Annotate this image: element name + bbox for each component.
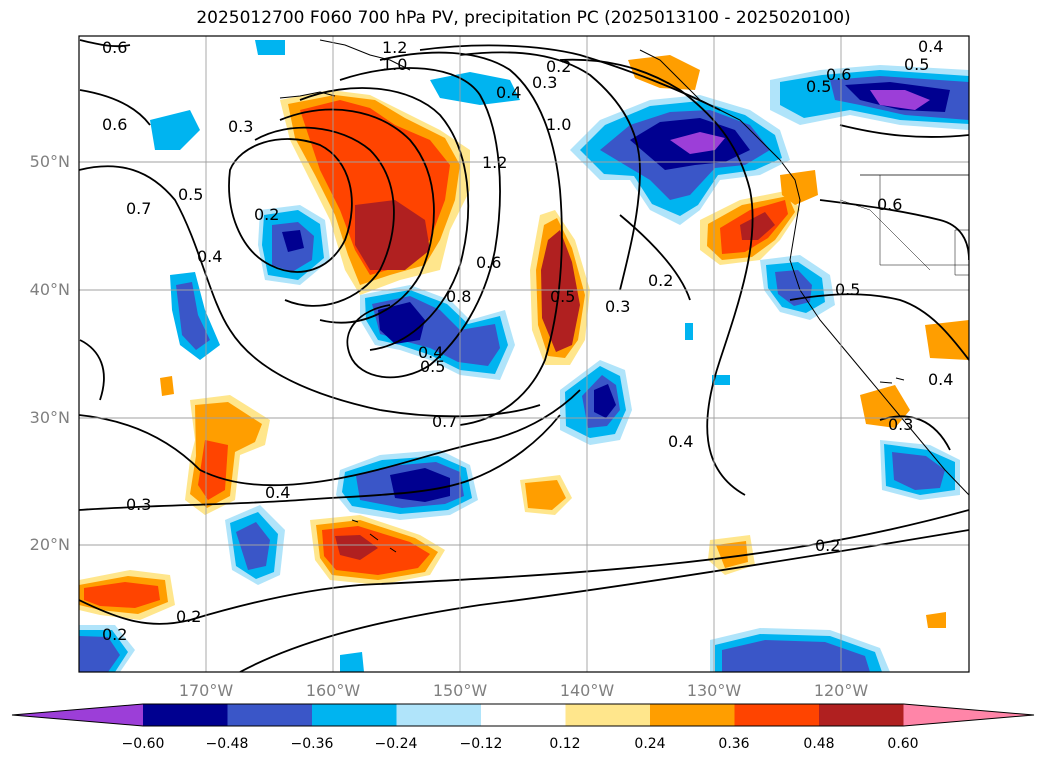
lon-label: 130°W	[686, 681, 742, 700]
colorbar-tick: 0.60	[887, 736, 919, 752]
contour-label: 0.2	[648, 271, 673, 290]
colorbar-segment	[650, 704, 735, 726]
contour-label: 0.6	[102, 38, 127, 57]
lat-label: 30°N	[29, 408, 70, 427]
contour-label: 0.6	[476, 253, 501, 272]
contour-label: 0.4	[928, 370, 953, 389]
contour-label: 0.2	[102, 625, 127, 644]
negative-anomaly-north	[150, 40, 969, 225]
lat-label: 20°N	[29, 535, 70, 554]
contour-label: 0.3	[228, 117, 253, 136]
contour-label: 0.2	[546, 57, 571, 76]
lon-label: 150°W	[432, 681, 488, 700]
colorbar-tick: −0.48	[205, 736, 249, 752]
colorbar-segment	[396, 704, 482, 726]
precipitation-shading	[79, 39, 969, 672]
contour-label: 0.3	[532, 73, 557, 92]
contour-label: 0.4	[918, 37, 943, 56]
contour-label: 0.6	[102, 115, 127, 134]
contour-label: 0.3	[888, 415, 913, 434]
contour-label: 0.2	[254, 205, 279, 224]
lon-label: 160°W	[305, 681, 361, 700]
colorbar-tick: 0.24	[634, 736, 666, 752]
colorbar-tick: −0.60	[121, 736, 165, 752]
colorbar-segment	[312, 704, 397, 726]
map-title: 2025012700 F060 700 hPa PV, precipitatio…	[196, 8, 851, 28]
colorbar-outline	[11, 703, 1035, 727]
contour-label: 0.5	[835, 280, 860, 299]
contour-label: 0.2	[176, 607, 201, 626]
contour-label-group: 0.6 0.6 0.3 0.7 0.5 0.4 0.2 1.2 1.0 0.4 …	[102, 37, 953, 644]
contour-label: 0.4	[668, 432, 693, 451]
contour-label: 0.3	[126, 495, 151, 514]
lon-label: 140°W	[559, 681, 615, 700]
colorbar-tick: 0.36	[718, 736, 750, 752]
colorbar-segment	[903, 704, 1034, 726]
colorbar-segment	[734, 704, 820, 726]
colorbar-tick: 0.12	[549, 736, 581, 752]
pv-contours	[79, 39, 969, 672]
contour-label: 0.6	[877, 195, 902, 214]
negative-anomaly-central	[170, 205, 835, 445]
lat-label: 50°N	[29, 152, 70, 171]
positive-anomaly-central	[530, 210, 590, 365]
colorbar-tick: −0.24	[374, 736, 418, 752]
colorbar-segment	[12, 704, 143, 726]
contour-label: 0.8	[446, 287, 471, 306]
colorbar-tick: −0.36	[290, 736, 334, 752]
lon-label: 170°W	[178, 681, 234, 700]
contour-label: 0.4	[197, 247, 222, 266]
map-frame	[78, 35, 970, 673]
contour-label: 0.7	[126, 199, 151, 218]
contour-label: 0.2	[815, 536, 840, 555]
contour-label: 0.5	[420, 357, 445, 376]
contour-label: 0.7	[432, 412, 457, 431]
contour-label: 0.5	[178, 185, 203, 204]
contour-label: 0.3	[605, 297, 630, 316]
contour-label: 1.2	[482, 153, 507, 172]
contour-label: 0.5	[904, 55, 929, 74]
lon-label: 120°W	[813, 681, 869, 700]
negative-anomaly-south	[79, 440, 960, 672]
positive-anomaly-north	[280, 90, 470, 295]
colorbar-segment	[565, 704, 651, 726]
colorbar-tick: −0.12	[459, 736, 503, 752]
colorbar-segment	[481, 704, 566, 726]
contour-label: 0.5	[550, 287, 575, 306]
contour-label: 0.6	[826, 65, 851, 84]
colorbar-segment	[819, 704, 904, 726]
contour-label: 1.0	[382, 55, 407, 74]
colorbar-tick: 0.48	[803, 736, 835, 752]
graticule	[79, 36, 969, 672]
lat-label: 40°N	[29, 280, 70, 299]
contour-label: 0.4	[265, 483, 290, 502]
colorbar-segment	[143, 704, 228, 726]
colorbar-segment	[227, 704, 313, 726]
contour-label: 0.5	[806, 77, 831, 96]
contour-label: 0.4	[496, 83, 521, 102]
contour-label: 0.4	[418, 343, 443, 362]
contour-label: 1.0	[546, 115, 571, 134]
contour-label: 1.2	[382, 38, 407, 57]
